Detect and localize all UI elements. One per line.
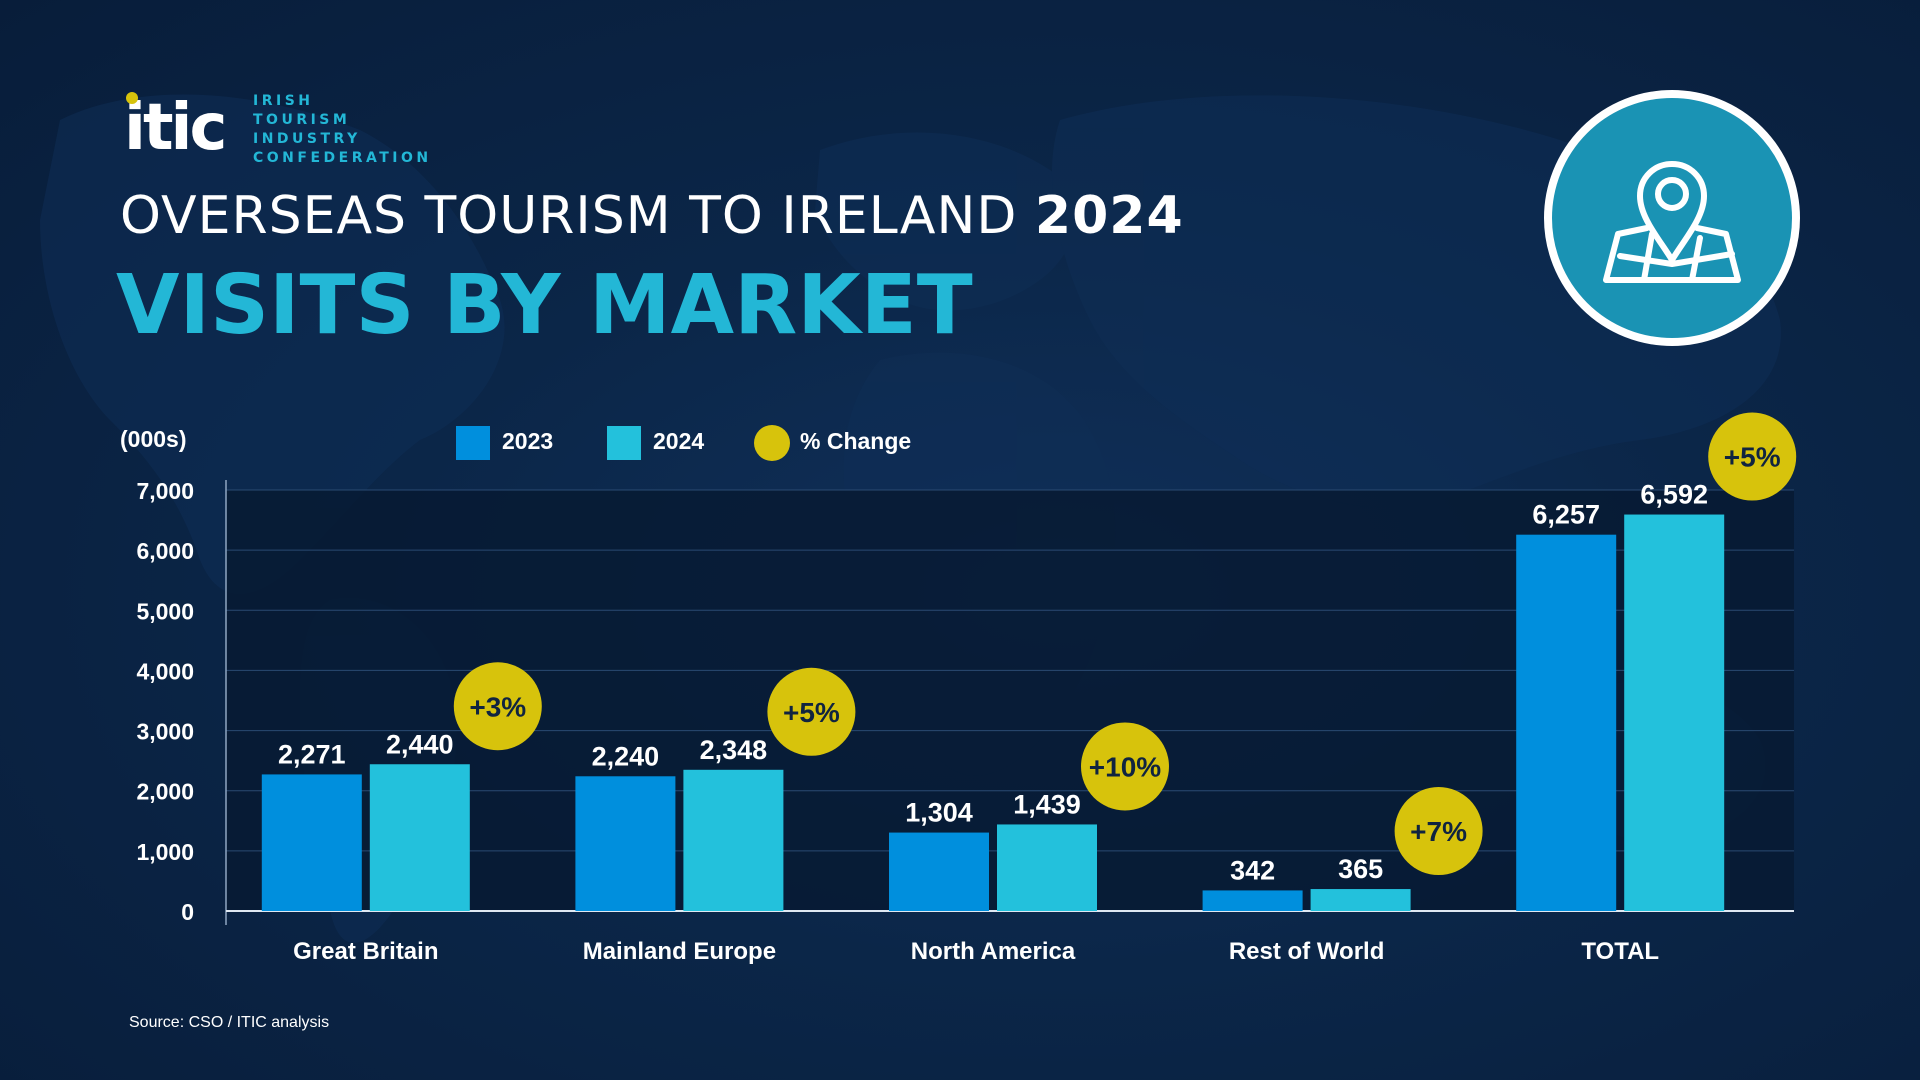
logo-dot — [126, 92, 138, 104]
pct-change-label: +5% — [1724, 442, 1781, 473]
y-tick-label: 0 — [181, 899, 194, 925]
x-tick-label: Mainland Europe — [583, 938, 776, 965]
data-label: 1,439 — [1013, 789, 1081, 819]
pct-change-label: +3% — [469, 691, 526, 722]
logo-wordmark: itic — [124, 91, 227, 165]
bar — [575, 776, 676, 911]
y-tick-label: 4,000 — [136, 658, 194, 684]
bar — [1310, 889, 1411, 911]
x-tick-label: TOTAL — [1581, 938, 1659, 965]
y-tick-label: 3,000 — [136, 719, 194, 745]
pct-change-label: +10% — [1089, 751, 1161, 782]
legend-swatch — [456, 426, 490, 460]
logo-line: TOURISM — [253, 112, 351, 128]
x-tick-label: Rest of World — [1229, 938, 1385, 965]
pct-change-bubble — [1081, 722, 1169, 811]
logo-line: IRISH — [253, 93, 314, 109]
headline-year: 2024 — [1034, 186, 1184, 246]
bar — [1624, 514, 1725, 911]
y-tick-label: 2,000 — [136, 779, 194, 805]
y-tick-label: 7,000 — [136, 478, 194, 504]
legend-label: 2023 — [502, 428, 554, 454]
data-label: 2,440 — [386, 729, 454, 759]
data-label: 2,240 — [592, 741, 660, 771]
map-pin-icon — [1544, 90, 1800, 346]
legend-swatch — [607, 426, 641, 460]
data-label: 1,304 — [905, 798, 973, 828]
bar — [683, 769, 784, 911]
data-label: 365 — [1338, 854, 1383, 884]
source-note: Source: CSO / ITIC analysis — [129, 1014, 330, 1031]
page-title: OVERSEAS TOURISM TO IRELAND 2024 — [120, 186, 1184, 246]
logo-tagline: IRISH TOURISM INDUSTRY CONFEDERATION — [253, 92, 432, 168]
legend-dot — [754, 425, 790, 461]
headline-text: OVERSEAS TOURISM TO IRELAND — [120, 186, 1018, 246]
legend-label: 2024 — [653, 428, 705, 454]
logo-line: CONFEDERATION — [253, 150, 432, 166]
bar — [1516, 534, 1617, 911]
chart-subtitle: VISITS BY MARKET — [116, 258, 973, 353]
pct-change-label: +5% — [783, 697, 840, 728]
bar — [889, 832, 989, 911]
bar — [261, 774, 362, 911]
legend-label: % Change — [800, 428, 912, 454]
data-label: 2,271 — [278, 739, 346, 769]
bar — [369, 764, 470, 911]
data-label: 6,592 — [1640, 480, 1708, 510]
itic-logo: itic IRISH TOURISM INDUSTRY CONFEDERATIO… — [124, 88, 444, 168]
y-tick-label: 5,000 — [136, 598, 194, 624]
pct-change-bubble — [1394, 787, 1483, 876]
x-tick-label: North America — [911, 938, 1076, 965]
bar — [997, 824, 1097, 911]
logo-line: INDUSTRY — [253, 131, 361, 147]
bar — [1202, 890, 1303, 911]
data-label: 342 — [1230, 855, 1275, 885]
pct-change-bubble — [453, 662, 542, 751]
x-tick-label: Great Britain — [293, 938, 438, 965]
data-label: 6,257 — [1532, 500, 1600, 530]
pct-change-bubble — [767, 667, 856, 756]
pct-change-label: +7% — [1410, 816, 1467, 847]
pct-change-bubble — [1708, 412, 1797, 501]
y-axis-unit-label: (000s) — [120, 426, 187, 452]
y-tick-label: 1,000 — [136, 839, 194, 865]
y-tick-label: 6,000 — [136, 538, 194, 564]
data-label: 2,348 — [700, 735, 768, 765]
